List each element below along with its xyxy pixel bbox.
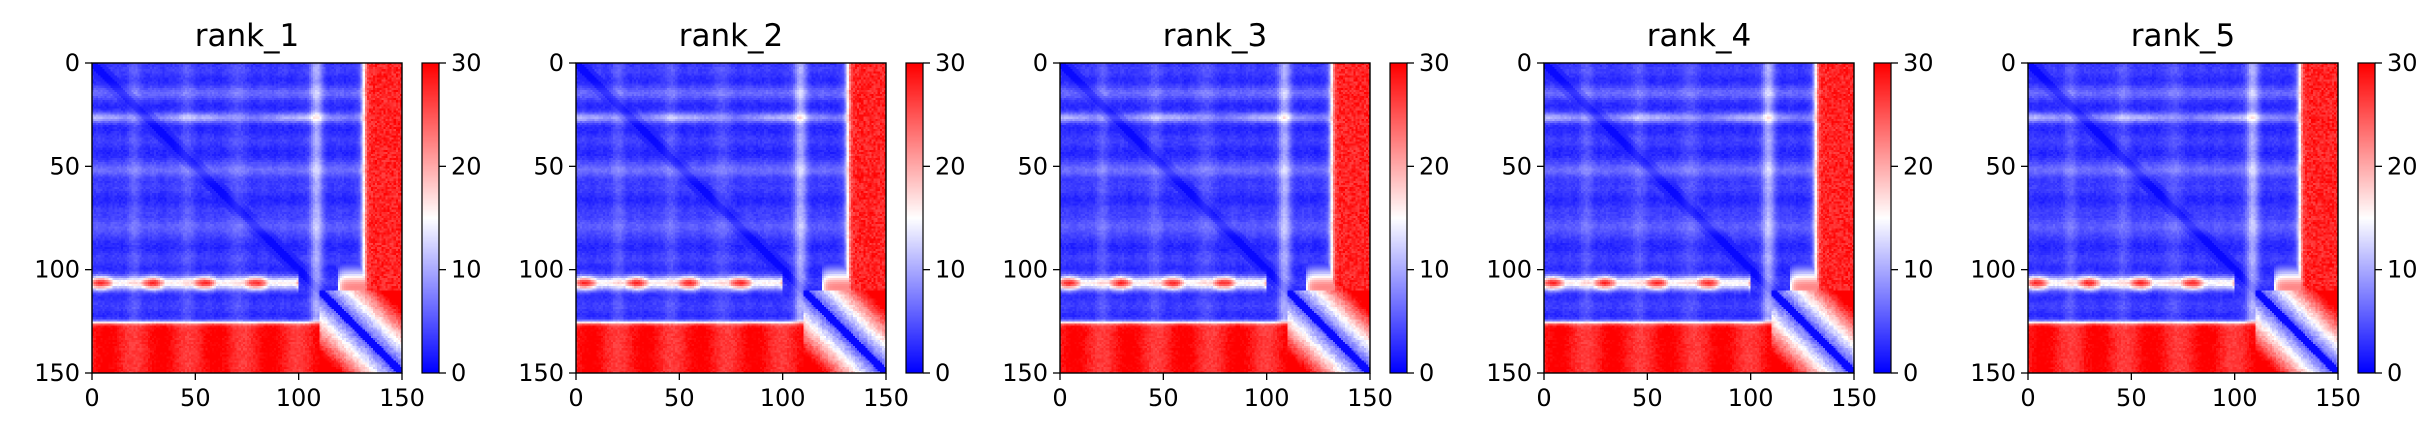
- colorbar-frame: [1873, 62, 1892, 374]
- y-tick-label: 50: [1985, 152, 2016, 180]
- x-tick-label: 150: [1347, 384, 1393, 412]
- heatmap-frame: [91, 62, 403, 374]
- panel-title: rank_5: [2131, 18, 2236, 54]
- colorbar-frame: [421, 62, 440, 374]
- x-tick-label: 100: [760, 384, 806, 412]
- y-tick-label: 50: [533, 152, 564, 180]
- panel-title: rank_1: [195, 18, 300, 54]
- y-tick-label: 100: [518, 256, 564, 284]
- y-tick-label: 0: [549, 49, 564, 77]
- heatmap-image: [1060, 63, 1370, 373]
- x-tick-label: 0: [84, 384, 99, 412]
- panel-title: rank_4: [1647, 18, 1752, 54]
- x-tick-label: 150: [863, 384, 909, 412]
- y-tick-label: 50: [1017, 152, 1048, 180]
- colorbar-tick-label: 0: [451, 359, 466, 387]
- x-tick-label: 0: [568, 384, 583, 412]
- colorbar-tick-label: 20: [1419, 152, 1450, 180]
- panel-title: rank_2: [679, 18, 784, 54]
- x-tick-label: 100: [1244, 384, 1290, 412]
- x-tick-label: 50: [1632, 384, 1663, 412]
- heatmap-image: [92, 63, 402, 373]
- colorbar-tick-label: 20: [1903, 152, 1934, 180]
- colorbar-tick-label: 30: [2387, 49, 2418, 77]
- x-tick-label: 100: [1728, 384, 1774, 412]
- colorbar-frame: [905, 62, 924, 374]
- colorbar-frame: [2357, 62, 2376, 374]
- colorbar-tick-label: 30: [935, 49, 966, 77]
- colorbar: [2358, 63, 2375, 373]
- x-tick-label: 0: [1052, 384, 1067, 412]
- x-tick-label: 150: [379, 384, 425, 412]
- heatmap-frame: [2027, 62, 2339, 374]
- y-tick-label: 50: [1501, 152, 1532, 180]
- x-tick-label: 50: [1148, 384, 1179, 412]
- colorbar-tick-label: 10: [451, 256, 482, 284]
- heatmap-image: [1544, 63, 1854, 373]
- y-tick-label: 150: [34, 359, 80, 387]
- colorbar-tick-label: 20: [451, 152, 482, 180]
- colorbar-tick-label: 30: [1903, 49, 1934, 77]
- colorbar-tick-label: 0: [2387, 359, 2402, 387]
- y-tick-label: 150: [1486, 359, 1532, 387]
- colorbar-tick-label: 0: [1903, 359, 1918, 387]
- y-tick-label: 150: [518, 359, 564, 387]
- colorbar-tick-label: 0: [935, 359, 950, 387]
- x-tick-label: 50: [664, 384, 695, 412]
- colorbar: [906, 63, 923, 373]
- heatmap-frame: [1543, 62, 1855, 374]
- x-tick-label: 100: [276, 384, 322, 412]
- y-tick-label: 100: [34, 256, 80, 284]
- y-tick-label: 0: [1517, 49, 1532, 77]
- colorbar-tick-label: 0: [1419, 359, 1434, 387]
- x-tick-label: 0: [1536, 384, 1551, 412]
- colorbar: [422, 63, 439, 373]
- panel-title: rank_3: [1163, 18, 1268, 54]
- x-tick-label: 150: [1831, 384, 1877, 412]
- x-tick-label: 0: [2020, 384, 2035, 412]
- y-tick-label: 100: [1002, 256, 1048, 284]
- colorbar-tick-label: 30: [451, 49, 482, 77]
- y-tick-label: 100: [1486, 256, 1532, 284]
- heatmap-image: [576, 63, 886, 373]
- heatmap-frame: [575, 62, 887, 374]
- x-tick-label: 50: [180, 384, 211, 412]
- y-tick-label: 50: [49, 152, 80, 180]
- y-tick-label: 0: [2001, 49, 2016, 77]
- x-tick-label: 50: [2116, 384, 2147, 412]
- colorbar-tick-label: 20: [2387, 152, 2418, 180]
- colorbar-tick-label: 10: [1903, 256, 1934, 284]
- colorbar-frame: [1389, 62, 1408, 374]
- y-tick-label: 100: [1970, 256, 2016, 284]
- y-tick-label: 0: [65, 49, 80, 77]
- colorbar-tick-label: 30: [1419, 49, 1450, 77]
- y-tick-label: 0: [1033, 49, 1048, 77]
- colorbar: [1874, 63, 1891, 373]
- colorbar: [1390, 63, 1407, 373]
- x-tick-label: 100: [2212, 384, 2258, 412]
- x-tick-label: 150: [2315, 384, 2361, 412]
- colorbar-tick-label: 10: [1419, 256, 1450, 284]
- colorbar-tick-label: 20: [935, 152, 966, 180]
- colorbar-tick-label: 10: [2387, 256, 2418, 284]
- colorbar-tick-label: 10: [935, 256, 966, 284]
- heatmap-image: [2028, 63, 2338, 373]
- y-tick-label: 150: [1002, 359, 1048, 387]
- y-tick-label: 150: [1970, 359, 2016, 387]
- heatmap-frame: [1059, 62, 1371, 374]
